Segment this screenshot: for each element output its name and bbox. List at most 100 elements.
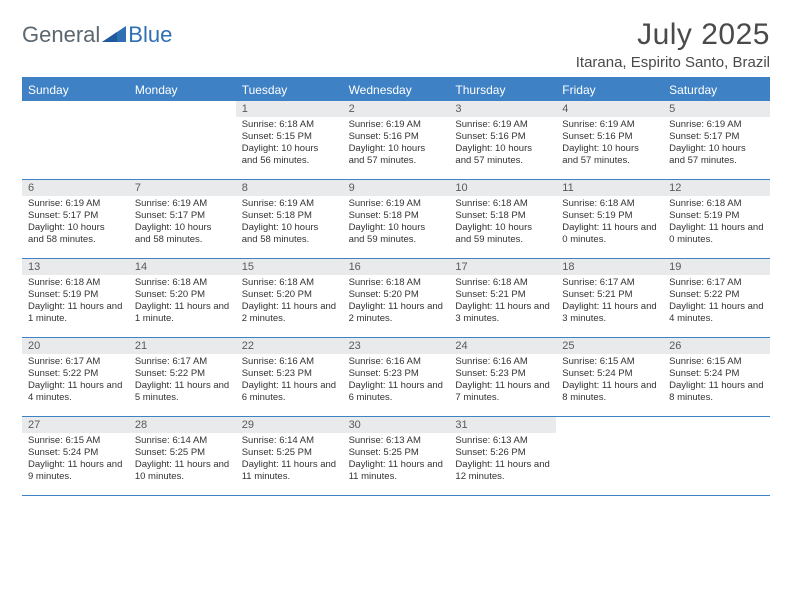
sunset-text: Sunset: 5:25 PM: [135, 447, 230, 459]
day-cell: 15Sunrise: 6:18 AMSunset: 5:20 PMDayligh…: [236, 259, 343, 337]
daylight-text: Daylight: 10 hours and 56 minutes.: [242, 143, 337, 167]
sunrise-text: Sunrise: 6:18 AM: [455, 277, 550, 289]
day-header-cell: Saturday: [663, 79, 770, 101]
brand-word1: General: [22, 22, 100, 48]
day-number: 16: [343, 259, 450, 275]
daylight-text: Daylight: 10 hours and 58 minutes.: [135, 222, 230, 246]
location-text: Itarana, Espirito Santo, Brazil: [576, 54, 770, 71]
sunset-text: Sunset: 5:17 PM: [135, 210, 230, 222]
daylight-text: Daylight: 11 hours and 0 minutes.: [669, 222, 764, 246]
sunset-text: Sunset: 5:22 PM: [669, 289, 764, 301]
day-number: 27: [22, 417, 129, 433]
day-number: 10: [449, 180, 556, 196]
daylight-text: Daylight: 10 hours and 58 minutes.: [28, 222, 123, 246]
sunset-text: Sunset: 5:18 PM: [242, 210, 337, 222]
day-body: Sunrise: 6:16 AMSunset: 5:23 PMDaylight:…: [449, 354, 556, 408]
daylight-text: Daylight: 10 hours and 59 minutes.: [455, 222, 550, 246]
day-header-cell: Thursday: [449, 79, 556, 101]
day-body: Sunrise: 6:15 AMSunset: 5:24 PMDaylight:…: [556, 354, 663, 408]
day-number: [556, 417, 663, 433]
day-cell: 31Sunrise: 6:13 AMSunset: 5:26 PMDayligh…: [449, 417, 556, 495]
day-header-cell: Wednesday: [343, 79, 450, 101]
daylight-text: Daylight: 11 hours and 0 minutes.: [562, 222, 657, 246]
day-body: Sunrise: 6:19 AMSunset: 5:16 PMDaylight:…: [449, 117, 556, 171]
day-number: 31: [449, 417, 556, 433]
brand-logo: General Blue: [22, 18, 172, 48]
sunrise-text: Sunrise: 6:15 AM: [562, 356, 657, 368]
sunrise-text: Sunrise: 6:18 AM: [28, 277, 123, 289]
day-cell: 19Sunrise: 6:17 AMSunset: 5:22 PMDayligh…: [663, 259, 770, 337]
sunset-text: Sunset: 5:16 PM: [562, 131, 657, 143]
day-number: 22: [236, 338, 343, 354]
daylight-text: Daylight: 11 hours and 5 minutes.: [135, 380, 230, 404]
sunset-text: Sunset: 5:17 PM: [669, 131, 764, 143]
day-body: Sunrise: 6:14 AMSunset: 5:25 PMDaylight:…: [129, 433, 236, 487]
month-title: July 2025: [576, 18, 770, 52]
day-body: Sunrise: 6:19 AMSunset: 5:17 PMDaylight:…: [22, 196, 129, 250]
sunset-text: Sunset: 5:25 PM: [349, 447, 444, 459]
day-body: Sunrise: 6:19 AMSunset: 5:17 PMDaylight:…: [129, 196, 236, 250]
blank-cell: [22, 101, 129, 179]
day-cell: 21Sunrise: 6:17 AMSunset: 5:22 PMDayligh…: [129, 338, 236, 416]
sunset-text: Sunset: 5:16 PM: [349, 131, 444, 143]
day-body: Sunrise: 6:18 AMSunset: 5:19 PMDaylight:…: [663, 196, 770, 250]
sunset-text: Sunset: 5:21 PM: [562, 289, 657, 301]
day-number: 20: [22, 338, 129, 354]
sunrise-text: Sunrise: 6:18 AM: [135, 277, 230, 289]
day-cell: 9Sunrise: 6:19 AMSunset: 5:18 PMDaylight…: [343, 180, 450, 258]
week-row: 27Sunrise: 6:15 AMSunset: 5:24 PMDayligh…: [22, 417, 770, 496]
daylight-text: Daylight: 11 hours and 8 minutes.: [562, 380, 657, 404]
sunset-text: Sunset: 5:16 PM: [455, 131, 550, 143]
day-body: Sunrise: 6:18 AMSunset: 5:21 PMDaylight:…: [449, 275, 556, 329]
weeks-container: 1Sunrise: 6:18 AMSunset: 5:15 PMDaylight…: [22, 101, 770, 496]
sunrise-text: Sunrise: 6:15 AM: [28, 435, 123, 447]
daylight-text: Daylight: 11 hours and 3 minutes.: [562, 301, 657, 325]
day-body: Sunrise: 6:16 AMSunset: 5:23 PMDaylight:…: [343, 354, 450, 408]
sunrise-text: Sunrise: 6:18 AM: [562, 198, 657, 210]
day-number: 29: [236, 417, 343, 433]
day-number: 30: [343, 417, 450, 433]
day-number: 7: [129, 180, 236, 196]
day-body: Sunrise: 6:19 AMSunset: 5:16 PMDaylight:…: [556, 117, 663, 171]
daylight-text: Daylight: 11 hours and 4 minutes.: [669, 301, 764, 325]
sunrise-text: Sunrise: 6:13 AM: [349, 435, 444, 447]
triangle-icon: [102, 24, 126, 47]
sunrise-text: Sunrise: 6:19 AM: [669, 119, 764, 131]
sunrise-text: Sunrise: 6:18 AM: [455, 198, 550, 210]
day-cell: 29Sunrise: 6:14 AMSunset: 5:25 PMDayligh…: [236, 417, 343, 495]
daylight-text: Daylight: 11 hours and 8 minutes.: [669, 380, 764, 404]
sunrise-text: Sunrise: 6:17 AM: [669, 277, 764, 289]
day-header-row: SundayMondayTuesdayWednesdayThursdayFrid…: [22, 79, 770, 101]
day-cell: 25Sunrise: 6:15 AMSunset: 5:24 PMDayligh…: [556, 338, 663, 416]
daylight-text: Daylight: 11 hours and 1 minute.: [135, 301, 230, 325]
sunrise-text: Sunrise: 6:19 AM: [562, 119, 657, 131]
day-cell: 20Sunrise: 6:17 AMSunset: 5:22 PMDayligh…: [22, 338, 129, 416]
daylight-text: Daylight: 11 hours and 1 minute.: [28, 301, 123, 325]
sunset-text: Sunset: 5:19 PM: [562, 210, 657, 222]
day-body: Sunrise: 6:18 AMSunset: 5:20 PMDaylight:…: [129, 275, 236, 329]
sunset-text: Sunset: 5:23 PM: [455, 368, 550, 380]
day-cell: 16Sunrise: 6:18 AMSunset: 5:20 PMDayligh…: [343, 259, 450, 337]
day-cell: 24Sunrise: 6:16 AMSunset: 5:23 PMDayligh…: [449, 338, 556, 416]
week-row: 1Sunrise: 6:18 AMSunset: 5:15 PMDaylight…: [22, 101, 770, 180]
day-number: 11: [556, 180, 663, 196]
sunrise-text: Sunrise: 6:16 AM: [242, 356, 337, 368]
week-row: 13Sunrise: 6:18 AMSunset: 5:19 PMDayligh…: [22, 259, 770, 338]
day-cell: 2Sunrise: 6:19 AMSunset: 5:16 PMDaylight…: [343, 101, 450, 179]
week-row: 20Sunrise: 6:17 AMSunset: 5:22 PMDayligh…: [22, 338, 770, 417]
day-number: 2: [343, 101, 450, 117]
day-cell: 23Sunrise: 6:16 AMSunset: 5:23 PMDayligh…: [343, 338, 450, 416]
sunrise-text: Sunrise: 6:17 AM: [28, 356, 123, 368]
day-number: 26: [663, 338, 770, 354]
day-number: 1: [236, 101, 343, 117]
sunrise-text: Sunrise: 6:19 AM: [349, 198, 444, 210]
sunset-text: Sunset: 5:19 PM: [669, 210, 764, 222]
day-cell: 28Sunrise: 6:14 AMSunset: 5:25 PMDayligh…: [129, 417, 236, 495]
day-cell: 18Sunrise: 6:17 AMSunset: 5:21 PMDayligh…: [556, 259, 663, 337]
day-header-cell: Tuesday: [236, 79, 343, 101]
sunset-text: Sunset: 5:26 PM: [455, 447, 550, 459]
day-header-cell: Friday: [556, 79, 663, 101]
day-number: 5: [663, 101, 770, 117]
daylight-text: Daylight: 10 hours and 58 minutes.: [242, 222, 337, 246]
day-body: Sunrise: 6:19 AMSunset: 5:17 PMDaylight:…: [663, 117, 770, 171]
